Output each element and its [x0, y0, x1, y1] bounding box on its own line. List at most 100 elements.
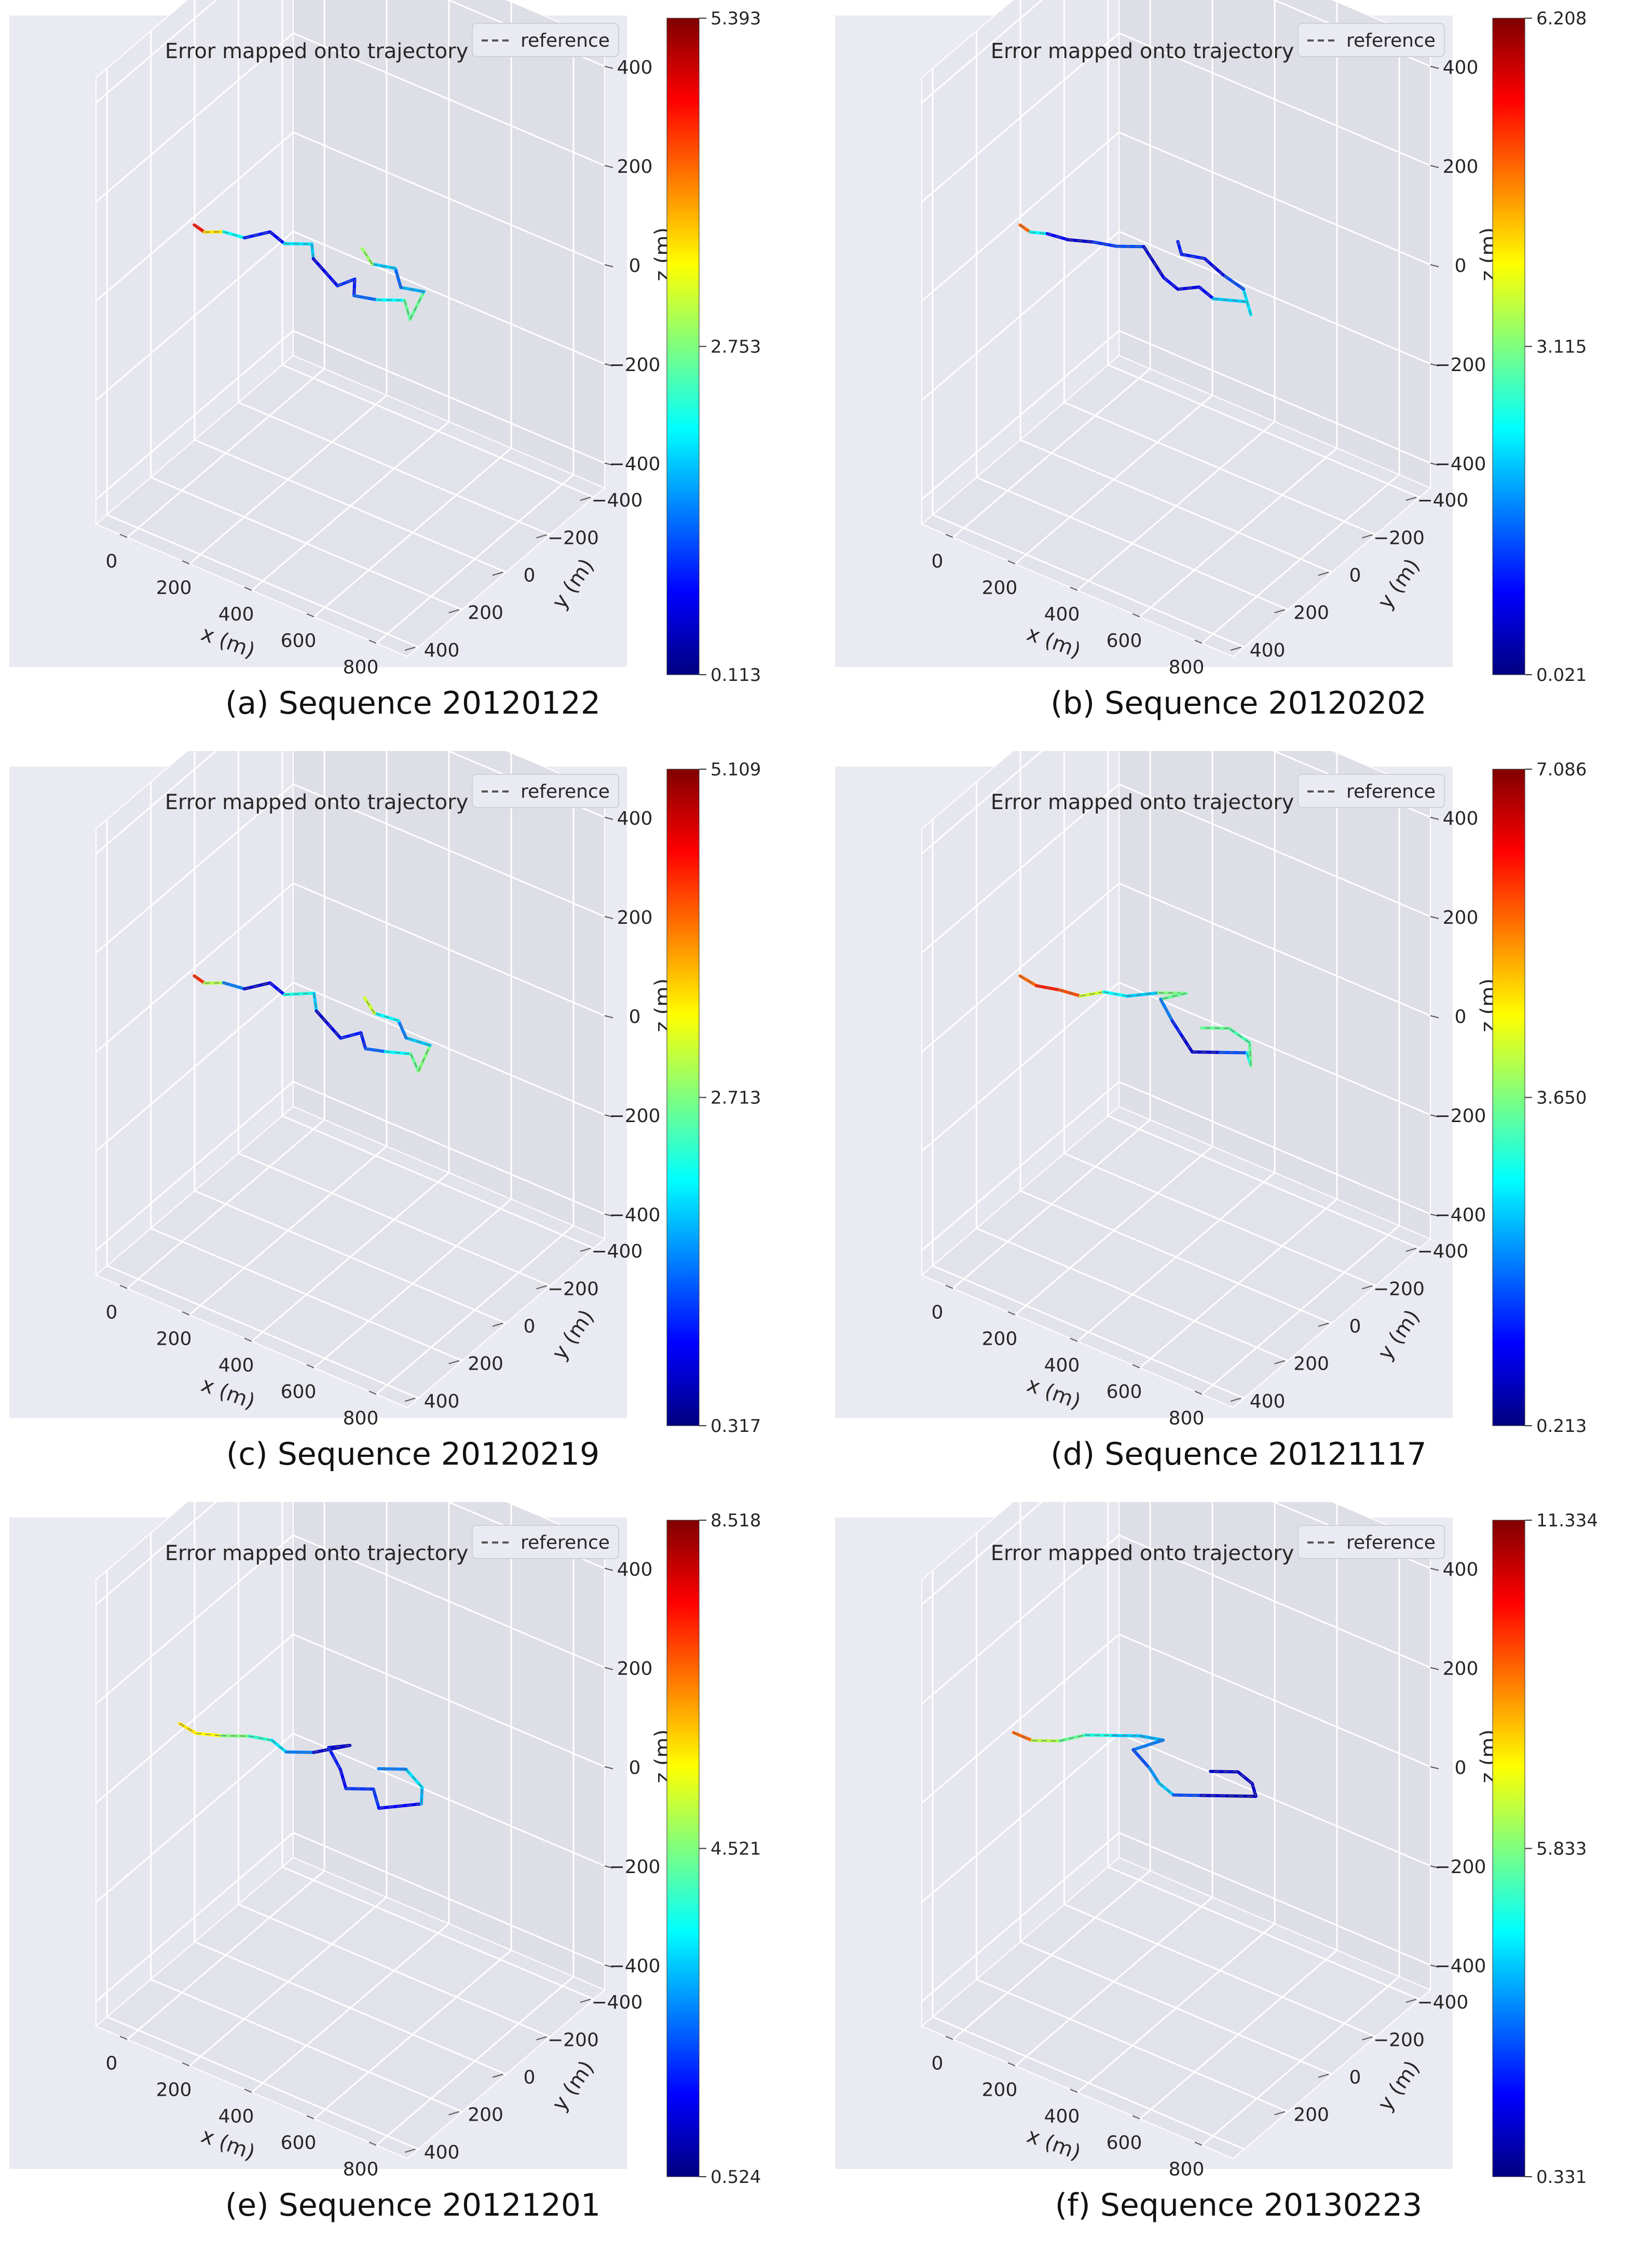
x-tick-label: 800: [343, 657, 379, 678]
reference-segment: [269, 982, 285, 995]
reference-segment: [179, 1723, 197, 1734]
reference-segment: [204, 982, 224, 984]
x-tick: [1132, 613, 1140, 618]
reference-segment: [196, 1732, 222, 1737]
reference-segment: [284, 992, 315, 995]
reference-segment: [340, 1032, 361, 1039]
reference-segment: [1237, 1771, 1253, 1784]
grid-line: [189, 1502, 388, 2067]
z-tick-label: −200: [609, 1105, 661, 1127]
grid-line: [921, 882, 1431, 1053]
reference-segment: [313, 993, 317, 1012]
grid-line: [1015, 0, 1213, 565]
colorbar-tick-label: 5.109: [711, 759, 761, 780]
x-tick-label: 600: [281, 1382, 317, 1403]
z-tick: [604, 363, 613, 367]
z-tick-label: −400: [1435, 454, 1486, 475]
chart-title: Error mapped onto trajectory: [165, 790, 469, 814]
z-tick: [1430, 363, 1439, 367]
grid-line: [921, 230, 1431, 401]
z-tick: [1430, 165, 1439, 168]
y-tick: [448, 2111, 459, 2115]
x-tick: [945, 534, 953, 538]
x-tick: [119, 534, 128, 538]
z-tick-label: −200: [1435, 1105, 1486, 1127]
grid-line: [1139, 1504, 1338, 2120]
x-tick: [1132, 2115, 1140, 2120]
trajectory: [193, 223, 426, 321]
z-tick: [1430, 462, 1439, 466]
y-tick-label: 0: [1349, 565, 1361, 586]
y-tick: [404, 2148, 416, 2153]
x-tick-label: 600: [1107, 1382, 1142, 1403]
reference-segment: [406, 1037, 431, 1046]
reference-segment: [223, 231, 245, 239]
reference-segment: [223, 982, 245, 990]
reference-segment: [1182, 1036, 1193, 1053]
y-tick-label: 200: [468, 603, 503, 624]
grid-line: [921, 1534, 1431, 1705]
grid-line: [976, 1533, 1289, 2113]
y-tick-label: 0: [1349, 1316, 1361, 1337]
grid-line: [1107, 751, 1420, 1249]
grid-line: [95, 131, 605, 302]
grid-line: [150, 1533, 463, 2113]
legend-label: reference: [1346, 781, 1436, 802]
x-tick-label: 400: [219, 604, 254, 625]
grid-line: [95, 1633, 605, 1804]
z-tick-label: 200: [617, 156, 653, 177]
y-tick-label: −400: [591, 490, 643, 511]
grid-line: [1077, 751, 1276, 1342]
colorbar-tick-label: 0.213: [1536, 1416, 1587, 1437]
z-tick: [604, 1015, 613, 1018]
x-tick: [306, 2115, 315, 2120]
x-tick: [1007, 560, 1016, 565]
reference-segment: [1059, 1734, 1086, 1742]
y-tick: [1274, 2111, 1285, 2115]
reference-segment: [1228, 1028, 1250, 1043]
reference-segment: [312, 258, 326, 273]
x-tick-label: 800: [1169, 1408, 1205, 1429]
grid-line: [251, 751, 450, 1342]
y-tick-label: −400: [1417, 1241, 1468, 1262]
x-tick-label: 0: [932, 1302, 944, 1323]
x-tick-label: 400: [219, 1355, 254, 1376]
reference-segment: [1163, 277, 1179, 290]
grid-line: [921, 1832, 1431, 2002]
z-tick: [1430, 1865, 1439, 1869]
z-tick-label: −200: [1435, 354, 1486, 376]
grid-line: [237, 751, 550, 1287]
reference-segment: [1116, 245, 1144, 248]
y-tick-label: −200: [1373, 1278, 1425, 1300]
legend-box: [472, 23, 619, 57]
reference-segment: [286, 1751, 314, 1753]
grid-line: [976, 782, 1289, 1362]
z-tick-label: 400: [617, 1559, 653, 1580]
z-tick: [604, 1766, 613, 1769]
trajectory-segment: [1131, 1738, 1165, 1752]
z-tick: [1430, 1567, 1439, 1571]
x-tick-label: 400: [1044, 2106, 1080, 2127]
z-tick-label: −400: [1435, 1956, 1486, 1977]
reference-segment: [346, 1788, 374, 1790]
reference-segment: [1153, 262, 1164, 278]
grid-line: [127, 0, 325, 538]
z-tick-label: −200: [1435, 1856, 1486, 1878]
grid-line: [952, 0, 1151, 538]
reference-segment: [420, 1787, 423, 1804]
reference-segment: [269, 231, 285, 244]
reference-segment: [244, 982, 270, 990]
z-tick-label: −400: [609, 1956, 661, 1977]
grid-line: [95, 1081, 605, 1251]
y-tick: [1318, 571, 1329, 576]
reference-segment: [1047, 233, 1069, 240]
grid-line: [1019, 1502, 1332, 2075]
reference-segment: [372, 263, 395, 269]
x-tick-label: 600: [1107, 2133, 1142, 2154]
colorbar-tick-label: 11.334: [1536, 1510, 1598, 1531]
x-tick-label: 200: [982, 578, 1018, 599]
grid-line: [1077, 1502, 1276, 2093]
colorbar-tick-label: 0.021: [1536, 665, 1587, 686]
